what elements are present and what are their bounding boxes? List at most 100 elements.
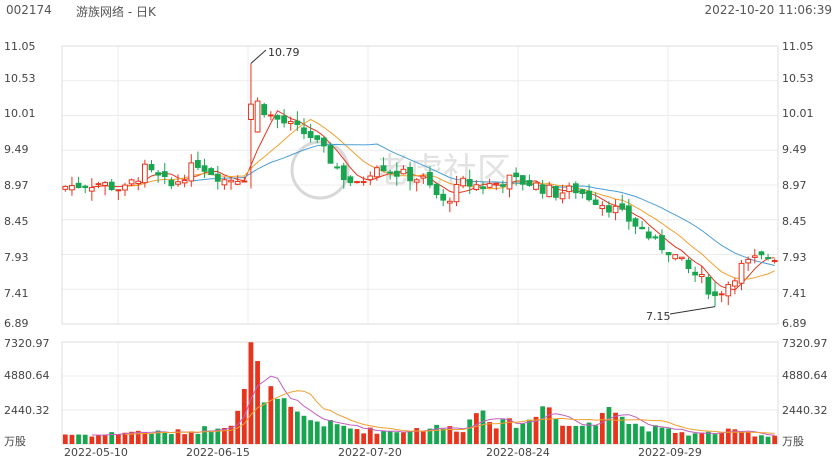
volume-bar — [89, 436, 95, 444]
candle-body — [95, 183, 102, 186]
ma5-line — [91, 110, 775, 291]
volume-bar — [725, 428, 731, 444]
candle-body — [314, 135, 321, 140]
candle-body — [267, 114, 274, 117]
candle — [128, 178, 135, 187]
volume-bar — [381, 430, 386, 444]
candle — [234, 175, 241, 186]
candle-body — [572, 183, 579, 194]
volume-bar — [447, 426, 453, 444]
volume-bar — [135, 430, 141, 444]
candle — [102, 180, 108, 196]
volume-bar — [301, 415, 307, 444]
candle — [665, 252, 672, 263]
volume-bar — [268, 386, 274, 444]
volume-bar — [652, 425, 658, 444]
candle-body — [665, 252, 672, 256]
date-label: 2022-09-29 — [638, 446, 702, 459]
candle — [281, 109, 287, 128]
candle — [672, 254, 679, 261]
volume-bar — [593, 425, 599, 444]
candlesticks — [62, 63, 778, 307]
candle-body — [678, 256, 685, 260]
candle-body — [420, 175, 427, 179]
candle — [267, 111, 274, 121]
candle-body — [281, 115, 287, 124]
volume-tick-right: 4880.64 — [782, 369, 828, 382]
chart-grid — [61, 45, 779, 445]
candle-body — [758, 251, 765, 256]
candle-body — [228, 179, 234, 183]
candle-body — [698, 273, 705, 278]
candle — [122, 182, 128, 197]
candle-body — [427, 171, 433, 186]
candle — [705, 274, 712, 300]
candle-body — [108, 181, 115, 191]
volume-bar — [613, 412, 618, 444]
volume-bar — [745, 432, 751, 444]
candle — [108, 178, 115, 192]
candle-body — [499, 184, 506, 187]
price-ma-lines — [91, 110, 775, 291]
candle-body — [367, 175, 374, 181]
candle — [678, 256, 685, 261]
price-tick-right: 9.49 — [782, 143, 807, 156]
candle-body — [460, 177, 466, 187]
volume-bar — [308, 420, 313, 444]
candle — [513, 167, 520, 186]
candle — [732, 277, 738, 295]
volume-bar — [739, 432, 744, 444]
volume-bar — [361, 433, 367, 444]
volume-bar — [407, 431, 413, 444]
volume-bar — [427, 428, 433, 444]
candle-body — [161, 171, 168, 178]
volume-bar — [467, 419, 473, 444]
candle — [758, 250, 765, 260]
volume-bar — [195, 433, 201, 444]
candle — [367, 171, 374, 186]
volume-bar — [699, 432, 705, 444]
candle — [248, 63, 254, 189]
candle-body — [261, 104, 268, 116]
volume-ma-lines — [91, 375, 775, 436]
volume-bar — [659, 427, 665, 444]
candle — [546, 181, 553, 198]
candle — [75, 176, 82, 189]
candle — [771, 258, 778, 264]
annotations: 10.79 7.15 — [250, 46, 716, 323]
volume-bar — [679, 432, 685, 444]
volume-bar — [82, 434, 88, 444]
candle-body — [334, 166, 341, 169]
volume-bar — [686, 435, 691, 444]
candle — [751, 248, 758, 264]
volume-bar — [215, 428, 221, 444]
volume-bar — [586, 422, 592, 444]
volume-bar — [414, 428, 420, 444]
candle-body — [493, 182, 500, 185]
volume-bar — [765, 436, 771, 444]
volume-bar — [188, 431, 194, 444]
volume-bar — [732, 429, 738, 444]
volume-tick-left: 7320.97 — [4, 337, 50, 350]
candle — [374, 165, 380, 181]
volume-bar — [480, 410, 486, 444]
candle-body — [400, 168, 407, 175]
candle-body — [725, 284, 732, 297]
candle — [407, 161, 413, 191]
date-label: 2022-05-10 — [64, 446, 128, 459]
volume-bar — [169, 434, 174, 444]
candle-body — [659, 235, 665, 251]
candle — [533, 180, 539, 191]
volume-bar — [719, 432, 725, 444]
candle-body — [586, 190, 592, 201]
candle-body — [718, 293, 725, 296]
candle-body — [765, 257, 771, 260]
volume-bar — [420, 431, 426, 444]
volume-bar — [626, 423, 632, 444]
candle-body — [526, 180, 533, 186]
price-tick-right: 8.45 — [782, 215, 807, 228]
volume-bar — [314, 421, 320, 444]
volume-bar — [513, 427, 519, 444]
candle-body — [201, 165, 208, 172]
